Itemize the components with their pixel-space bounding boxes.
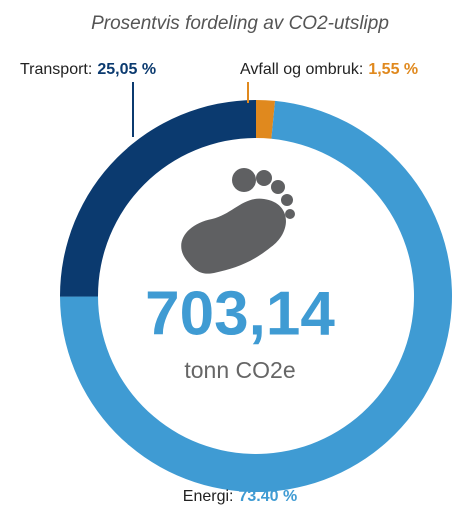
slice-value-label: 73.40 % [238, 488, 297, 505]
slice-label: Energi: 73.40 % [183, 488, 297, 505]
slice-name: Avfall og ombruk: [240, 61, 363, 78]
slice-label: Avfall og ombruk: 1,55 % [240, 61, 418, 78]
slice-name: Transport: [20, 61, 92, 78]
slice-label: Transport: 25,05 % [20, 61, 156, 78]
slice-value-label: 25,05 % [97, 61, 156, 78]
donut-segment [256, 100, 276, 139]
chart-title: Prosentvis fordeling av CO2-utslipp [91, 13, 389, 34]
donut-segment [60, 100, 256, 297]
footprint-icon [181, 168, 295, 274]
center-value: 703,14 [145, 279, 335, 348]
slice-name: Energi: [183, 488, 234, 505]
center-unit: tonn CO2e [184, 357, 295, 383]
slice-value-label: 1,55 % [368, 61, 418, 78]
